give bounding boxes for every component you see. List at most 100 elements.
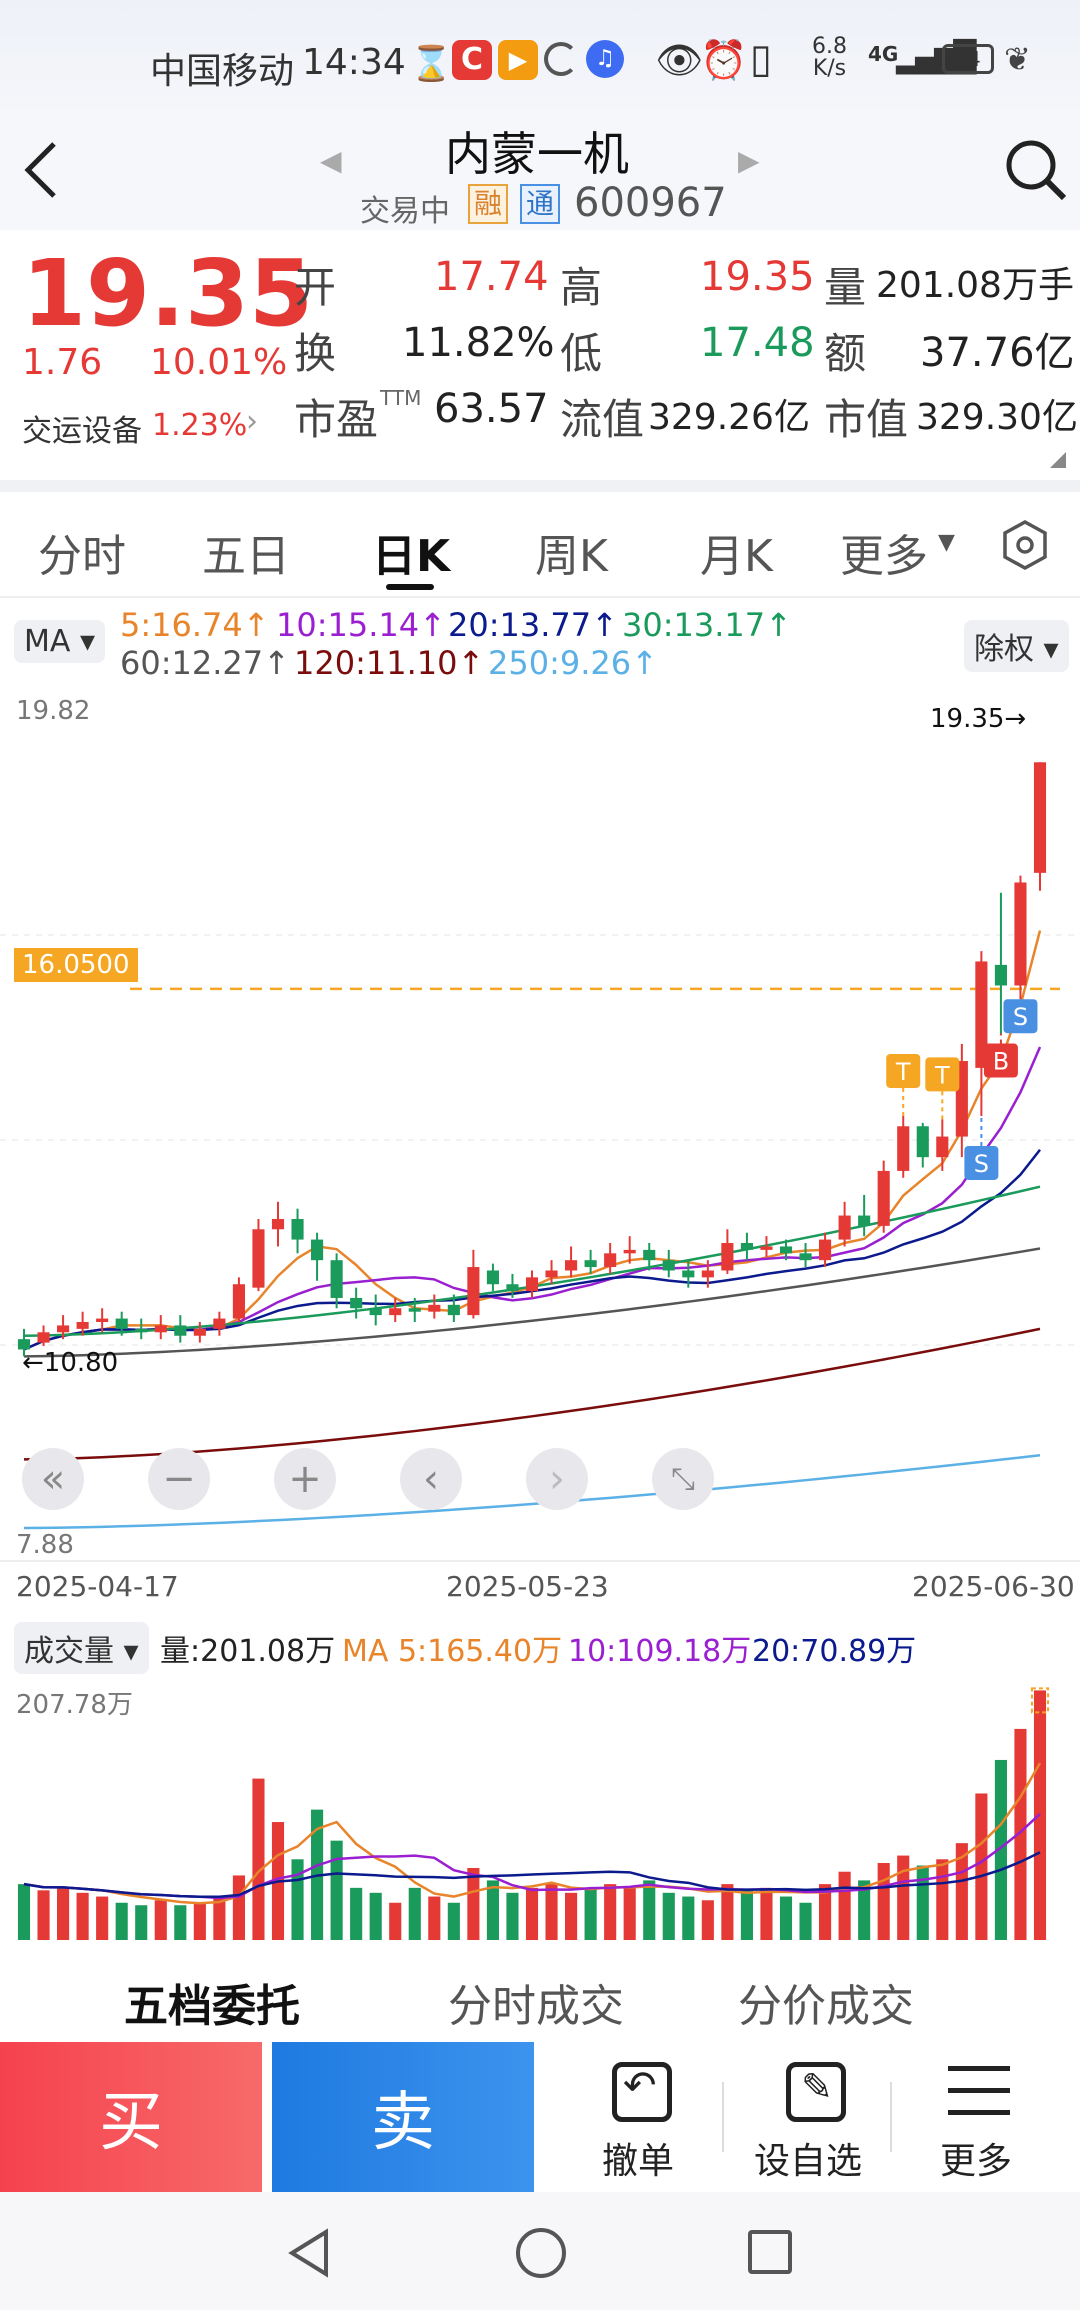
svg-text:T: T [895, 1058, 911, 1086]
add-watchlist-label: 设自选 [754, 2141, 863, 2182]
volume-bar [994, 1759, 1007, 1940]
cancel-order-button[interactable]: ↶ 撤单 [580, 2062, 700, 2182]
nav-home-icon[interactable] [516, 2228, 566, 2278]
tab-price-trades[interactable]: 分价成交 [738, 1981, 914, 2032]
next-stock-icon[interactable]: ▶ [738, 144, 760, 177]
music-icon: ♫ [586, 40, 624, 78]
hourglass-icon: ⌛ [410, 44, 453, 84]
candle [682, 1260, 695, 1288]
adjust-selector[interactable]: 除权 ▾ [964, 620, 1069, 672]
zoom-in-icon[interactable]: + [274, 1448, 336, 1510]
carrier-label: 中国移动 [150, 51, 295, 92]
x-label-end: 2025-06-30 [912, 1570, 1075, 1603]
back-icon[interactable] [22, 140, 62, 200]
candle [584, 1249, 597, 1274]
quote-panel: 19.35 1.76 10.01% 交运设备 1.23% › 开 17.74 高… [0, 230, 1080, 480]
ma-selector[interactable]: MA ▾ [14, 620, 106, 663]
ma5-value: 5:16.74↑ [120, 606, 270, 644]
tab-more[interactable]: 更多 [840, 531, 928, 582]
search-icon[interactable] [1004, 138, 1068, 202]
ma10-value: 10:15.14↑ [276, 606, 446, 644]
rewind-icon[interactable]: « [22, 1448, 84, 1510]
tab-tick-trades[interactable]: 分时成交 [448, 1981, 624, 2032]
sell-button[interactable]: 卖 [272, 2042, 534, 2192]
volume-bar [701, 1900, 714, 1940]
volume-bar [858, 1880, 871, 1940]
add-watchlist-button[interactable]: ✎ 设自选 [748, 2062, 868, 2182]
trade-marker: T [886, 1053, 921, 1116]
more-button[interactable]: 更多 [920, 2062, 1040, 2182]
tab-intraday[interactable]: 分时 [38, 531, 126, 582]
prev-stock-icon[interactable]: ◀ [320, 144, 342, 177]
order-book-tabs: 五档委托 分时成交 分价成交 [0, 1950, 1080, 2040]
volume-indicator-selector[interactable]: 成交量 ▾ [14, 1622, 149, 1674]
divider [0, 1560, 1080, 1562]
vibrate-icon: ▯ [750, 36, 773, 82]
open-label: 开 [294, 263, 337, 312]
volume-bar [408, 1887, 421, 1940]
expand-corner-icon[interactable] [1050, 452, 1066, 468]
volume-highlight [1030, 1687, 1050, 1714]
pe-label: 市盈 [294, 395, 379, 444]
price-change-pct: 10.01% [150, 342, 288, 383]
trade-marker: B [983, 1033, 1018, 1078]
float-cap-label: 流值 [560, 395, 645, 444]
settings-hex-icon[interactable] [998, 518, 1052, 572]
volume-bar [330, 1840, 343, 1940]
volume-bar [252, 1778, 265, 1940]
reference-line-label[interactable]: 16.0500 [14, 948, 138, 982]
tab-monthly-k[interactable]: 月K [700, 531, 773, 582]
candle [232, 1277, 245, 1322]
svg-text:B: B [993, 1048, 1009, 1076]
tab-daily-k[interactable]: 日K [372, 531, 451, 582]
volume-bar [623, 1887, 636, 1940]
volume-chart[interactable] [0, 1672, 1080, 1948]
volume-bar [545, 1884, 558, 1940]
nav-back-icon[interactable] [286, 2228, 330, 2278]
volume-bar [17, 1884, 31, 1940]
candle [467, 1249, 480, 1319]
candle [701, 1260, 714, 1288]
volume-bar [154, 1900, 167, 1940]
volume-bar [447, 1902, 460, 1940]
volume-bar [721, 1884, 734, 1940]
candle [779, 1239, 793, 1261]
tab-order-book[interactable]: 五档委托 [124, 1981, 300, 2032]
tab-weekly-k[interactable]: 周K [535, 531, 608, 582]
candle [604, 1243, 617, 1274]
nav-recents-icon[interactable] [748, 2230, 792, 2274]
candle [525, 1270, 539, 1298]
candle [936, 1119, 949, 1171]
sector-name[interactable]: 交运设备 [22, 414, 142, 449]
scroll-left-icon[interactable]: ‹ [400, 1448, 462, 1510]
trade-marker: S [1003, 999, 1038, 1034]
net-speed: 6.8 K/s [812, 34, 847, 81]
candle [643, 1243, 656, 1271]
zoom-out-icon[interactable]: − [148, 1448, 210, 1510]
market-cap-value: 329.30亿 [916, 397, 1078, 438]
candle [916, 1122, 929, 1168]
divider [0, 480, 1080, 492]
chevron-right-icon[interactable]: › [246, 404, 258, 439]
app-c-icon: C [452, 40, 492, 80]
video-app-icon: ▶ [498, 40, 538, 80]
battery-icon: 64 [942, 44, 994, 74]
volume-max-label: 207.78万 [16, 1690, 133, 1720]
amount-label: 额 [824, 329, 867, 378]
fullscreen-icon[interactable]: ⤡ [652, 1448, 714, 1510]
candle [721, 1229, 734, 1274]
candle [819, 1232, 832, 1268]
tab-five-day[interactable]: 五日 [202, 531, 290, 582]
candle [1014, 875, 1027, 1000]
volume-bar [955, 1843, 968, 1940]
scroll-right-icon[interactable]: › [526, 1448, 588, 1510]
candle [154, 1315, 167, 1340]
candle [506, 1273, 519, 1298]
buy-button[interactable]: 买 [0, 2042, 262, 2192]
stock-code: 600967 [574, 180, 727, 226]
action-bar: 买 卖 ↶ 撤单 ✎ 设自选 更多 [0, 2042, 1080, 2192]
candle [565, 1246, 578, 1278]
float-cap-value: 329.26亿 [648, 397, 810, 438]
sector-change[interactable]: 1.23% [152, 408, 248, 443]
